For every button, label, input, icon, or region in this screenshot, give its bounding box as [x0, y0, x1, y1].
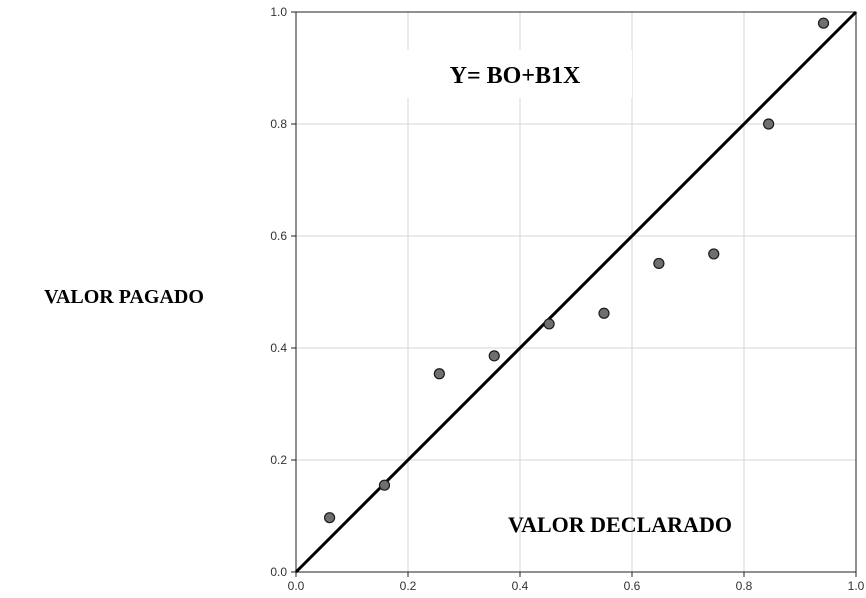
regression-line: [294, 10, 858, 574]
y-tick-label-3: 0.6: [270, 229, 287, 243]
y-tick-label-0: 0.0: [270, 565, 287, 579]
data-point-6: [653, 257, 665, 270]
data-point-7: [708, 248, 720, 260]
equation-annotation: Y= BO+B1X: [450, 63, 581, 89]
data-point-1: [378, 479, 391, 491]
data-points: [324, 17, 830, 524]
data-point-5: [598, 307, 610, 319]
y-tick-label-5: 1.0: [270, 5, 287, 19]
data-point-8: [763, 118, 775, 130]
annotation-background: [398, 50, 632, 98]
y-tick-label-4: 0.8: [270, 117, 287, 131]
x-axis-label: VALOR DECLARADO: [508, 512, 732, 537]
x-tick-label-4: 0.8: [736, 579, 753, 593]
x-tick-label-0: 0.0: [288, 579, 305, 593]
y-tick-label-2: 0.4: [270, 341, 287, 355]
data-point-0: [324, 512, 336, 524]
x-axis-ticks: 0.0 0.2 0.4 0.6 0.8 1.0: [288, 572, 865, 593]
plot-frame: [295, 11, 857, 573]
y-axis-label: VALOR PAGADO: [44, 286, 204, 308]
x-tick-label-1: 0.2: [400, 579, 417, 593]
data-point-3: [488, 350, 500, 362]
x-tick-label-5: 1.0: [848, 579, 865, 593]
data-point-2: [433, 368, 445, 380]
data-point-4: [543, 318, 555, 330]
x-tick-label-3: 0.6: [624, 579, 641, 593]
x-tick-label-2: 0.4: [512, 579, 529, 593]
data-point-9: [817, 17, 830, 29]
y-tick-label-1: 0.2: [270, 453, 287, 467]
y-axis-ticks: 0.0 0.2 0.4 0.6 0.8 1.0: [270, 5, 296, 579]
